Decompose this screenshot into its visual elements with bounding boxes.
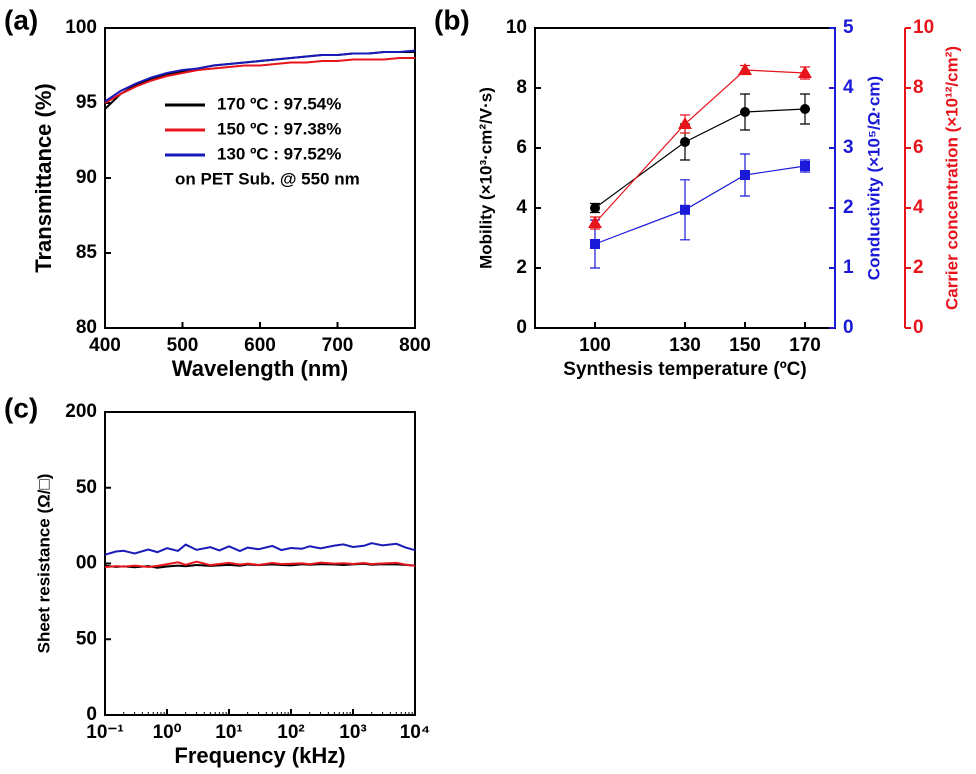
- x-tick-label: 600: [244, 335, 276, 356]
- y-tick-label: 95: [76, 92, 98, 113]
- y2-tick-label: 5: [843, 17, 854, 38]
- y2-tick-label: 0: [843, 317, 854, 338]
- y-tick-label: 90: [76, 167, 97, 188]
- y3-tick-label: 10: [913, 17, 934, 38]
- y-tick-label: 4: [516, 197, 527, 218]
- marker: [740, 107, 750, 117]
- y-tick-label: 2: [516, 257, 527, 278]
- annotation: on PET Sub. @ 550 nm: [175, 169, 360, 188]
- x-tick-label: 10⁰: [153, 722, 182, 743]
- y-tick-label: 8: [516, 77, 527, 98]
- x-tick-label: 130: [669, 335, 701, 356]
- y3-tick-label: 4: [913, 197, 924, 218]
- y2-tick-label: 2: [843, 197, 854, 218]
- y-tick-label: 80: [76, 317, 97, 338]
- y2-tick-label: 1: [843, 257, 854, 278]
- y-tick-label: 00: [76, 553, 97, 574]
- y-tick-label: 10: [506, 17, 527, 38]
- y-tick-label: 200: [65, 401, 97, 422]
- x-tick-label: 700: [322, 335, 354, 356]
- y-axis-title: Transmittance (%): [31, 83, 56, 273]
- y-tick-label: 50: [76, 477, 97, 498]
- marker: [588, 216, 602, 228]
- x-tick-label: 170: [789, 335, 821, 356]
- marker: [738, 63, 752, 75]
- x-tick-label: 100: [579, 335, 611, 356]
- panel-label: (a): [4, 4, 38, 35]
- x-axis-title: Wavelength (nm): [172, 356, 348, 381]
- panel-label: (c): [4, 392, 38, 423]
- y3-tick-label: 0: [913, 317, 924, 338]
- marker: [740, 170, 750, 180]
- x-axis-title: Frequency (kHz): [174, 743, 345, 768]
- y-tick-label: 0: [516, 317, 527, 338]
- marker: [680, 137, 690, 147]
- marker: [800, 161, 810, 171]
- x-tick-label: 800: [399, 335, 431, 356]
- x-tick-label: 10⁴: [400, 722, 431, 743]
- x-tick-label: 10³: [339, 722, 366, 743]
- marker: [590, 203, 600, 213]
- y2-axis-title: Conductivity (×10⁵/Ω·cm): [864, 76, 883, 280]
- y2-tick-label: 4: [843, 77, 854, 98]
- x-tick-label: 500: [167, 335, 199, 356]
- y-axis-title: Mobility (×10³·cm²/V·s): [476, 87, 495, 269]
- y-tick-label: 50: [76, 628, 97, 649]
- marker: [680, 204, 690, 215]
- y-tick-label: 0: [86, 704, 97, 725]
- legend-label: 170 ºC : 97.54%: [217, 94, 341, 113]
- marker: [590, 239, 600, 249]
- y-tick-label: 85: [76, 242, 98, 263]
- x-tick-label: 10⁻¹: [86, 722, 124, 743]
- x-tick-label: 10¹: [215, 722, 242, 743]
- series-line: [104, 560, 416, 569]
- panel-label: (b): [434, 4, 470, 35]
- x-tick-label: 10²: [277, 722, 304, 743]
- x-tick-label: 400: [89, 335, 121, 356]
- y3-tick-label: 6: [913, 137, 924, 158]
- y2-tick-label: 3: [843, 137, 854, 158]
- series-line: [594, 165, 806, 245]
- legend-label: 130 ºC : 97.52%: [217, 144, 341, 163]
- marker: [798, 66, 812, 78]
- y3-tick-label: 2: [913, 257, 924, 278]
- series-line: [104, 542, 416, 556]
- marker: [800, 104, 810, 114]
- y-tick-label: 100: [65, 17, 97, 38]
- y-axis-title: Sheet resistance (Ω/□): [34, 474, 53, 654]
- y-tick-label: 6: [516, 137, 527, 158]
- x-tick-label: 150: [729, 335, 761, 356]
- series-line: [594, 108, 806, 209]
- series-line: [594, 69, 806, 224]
- legend-label: 150 ºC : 97.38%: [217, 119, 341, 138]
- series-line: [104, 57, 415, 104]
- y3-axis-title: Carrier concentration (×10¹²/cm²): [942, 46, 961, 310]
- y3-tick-label: 8: [913, 77, 924, 98]
- marker: [678, 117, 692, 129]
- x-axis-title: Synthesis temperature (ºC): [563, 359, 806, 380]
- series-line: [104, 49, 416, 103]
- plot-frame: [534, 27, 836, 329]
